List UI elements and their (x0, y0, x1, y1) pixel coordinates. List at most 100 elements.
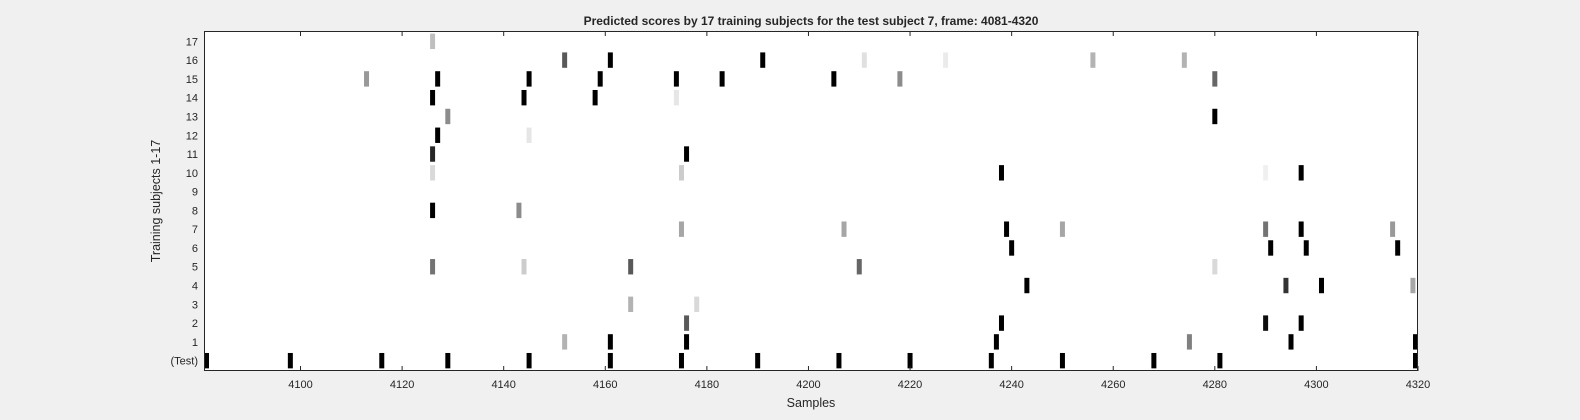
score-mark (1410, 277, 1416, 294)
score-mark (943, 52, 949, 68)
score-mark (516, 202, 522, 219)
score-mark (607, 334, 613, 350)
score-mark (1298, 221, 1304, 237)
y-tick-label: 2 (192, 318, 198, 330)
score-mark (673, 89, 679, 106)
score-mark (998, 165, 1004, 181)
y-tick-label: 15 (186, 74, 198, 86)
score-mark (1090, 52, 1096, 68)
score-mark (1263, 221, 1269, 237)
y-tick-label: 4 (192, 281, 198, 293)
score-mark (526, 352, 532, 369)
score-mark (673, 71, 679, 87)
x-axis: 4100 4120 4140 4160 4180 4200 4220 4240 4260 4280… (288, 31, 1430, 391)
score-mark (897, 71, 903, 87)
score-mark (836, 352, 842, 369)
x-tick-label: 4100 (288, 379, 312, 391)
score-mark (430, 202, 436, 219)
score-mark (1303, 240, 1309, 256)
score-mark (430, 146, 436, 162)
score-mark (1217, 352, 1223, 369)
y-tick-label: 8 (192, 205, 198, 217)
x-tick-label: 4120 (390, 379, 414, 391)
score-mark (678, 221, 684, 237)
score-mark (597, 71, 603, 87)
score-mark (379, 352, 385, 369)
score-mark (694, 296, 700, 313)
score-mark (1004, 221, 1010, 237)
score-mark (1263, 315, 1269, 331)
score-mark (430, 89, 436, 106)
y-tick-label: 14 (186, 93, 198, 105)
score-mark (592, 89, 598, 106)
x-tick-label: 4280 (1203, 379, 1227, 391)
score-mark (562, 334, 568, 350)
score-mark (1212, 259, 1218, 275)
score-mark (1212, 71, 1218, 87)
score-mark (684, 146, 690, 162)
score-mark (628, 296, 634, 313)
score-mark (998, 315, 1004, 331)
score-mark (1298, 315, 1304, 331)
score-mark (1059, 352, 1065, 369)
score-mark (1318, 277, 1324, 294)
score-mark (562, 52, 568, 68)
score-mark (993, 334, 999, 350)
score-mark (435, 127, 441, 143)
score-mark (1212, 108, 1218, 125)
score-mark (607, 352, 613, 369)
score-mark (435, 71, 441, 87)
score-mark (526, 127, 532, 143)
y-tick-label: 16 (186, 55, 198, 67)
score-mark (521, 89, 527, 106)
y-tick-label: 12 (186, 130, 198, 142)
chart-title: Predicted scores by 17 training subjects… (584, 14, 1039, 28)
score-mark (988, 352, 994, 369)
score-mark (1283, 277, 1289, 294)
x-tick-label: 4160 (593, 379, 617, 391)
score-mark (684, 334, 690, 350)
x-axis-label: Samples (787, 396, 836, 410)
y-tick-label: 17 (186, 36, 198, 48)
score-mark (841, 221, 847, 237)
score-mark (831, 71, 837, 87)
score-mark (861, 52, 867, 68)
score-mark (1395, 240, 1401, 256)
score-mark (445, 108, 451, 125)
score-mark (1413, 334, 1418, 350)
score-mark (445, 352, 451, 369)
x-tick-label: 4200 (796, 379, 820, 391)
y-tick-label: 7 (192, 224, 198, 236)
y-tick-label: 9 (192, 187, 198, 199)
score-mark (521, 259, 527, 275)
score-mark (1151, 352, 1157, 369)
heatmap-marks (204, 33, 1418, 369)
score-mark (856, 259, 862, 275)
score-mark (755, 352, 761, 369)
y-tick-label: 13 (186, 111, 198, 123)
score-mark (760, 52, 766, 68)
score-mark (907, 352, 913, 369)
y-tick-label: 1 (192, 337, 198, 349)
score-mark (628, 259, 634, 275)
x-tick-label: 4240 (999, 379, 1023, 391)
score-mark (287, 352, 293, 369)
y-tick-label: 3 (192, 299, 198, 311)
x-tick-label: 4320 (1406, 379, 1430, 391)
score-mark (430, 33, 436, 50)
score-mark (607, 52, 613, 68)
score-mark (678, 165, 684, 181)
score-mark (526, 71, 532, 87)
y-axis-label: Training subjects 1-17 (149, 140, 163, 263)
score-mark (1390, 221, 1396, 237)
score-mark (684, 315, 690, 331)
axes-box (204, 31, 1418, 371)
x-tick-label: 4220 (898, 379, 922, 391)
y-tick-label: 11 (187, 149, 198, 161)
score-mark (1263, 165, 1269, 181)
score-mark (430, 165, 436, 181)
score-mark (678, 352, 684, 369)
score-mark (1288, 334, 1294, 350)
